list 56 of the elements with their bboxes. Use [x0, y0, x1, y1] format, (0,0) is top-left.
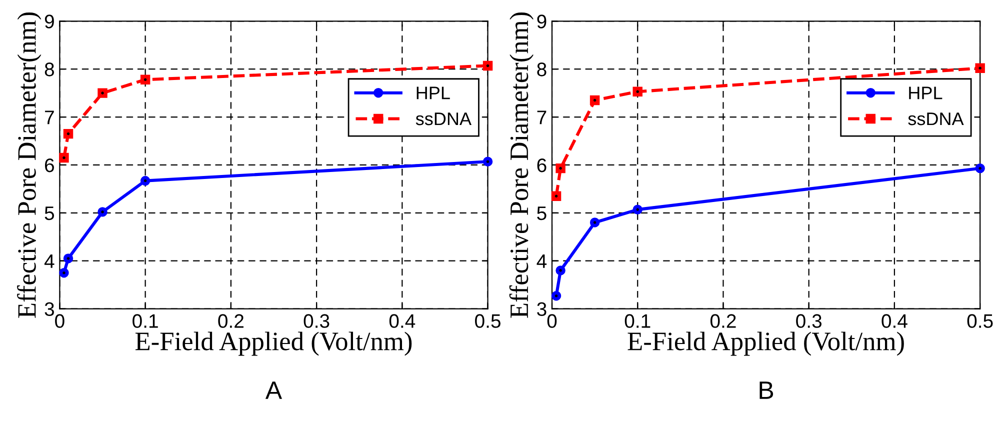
x-tick-label: 0.2	[218, 314, 244, 328]
text: A	[265, 382, 282, 399]
y-tick-label: 3	[537, 302, 546, 316]
point	[98, 207, 108, 217]
x-axis-title: E-Field Applied (Volt/nm)	[628, 332, 904, 356]
x-tick-label: 0.4	[882, 314, 908, 328]
legend-label: ssDNA	[908, 112, 964, 126]
point	[482, 156, 493, 166]
y-tick-label: 5	[537, 206, 546, 220]
point	[63, 254, 74, 264]
y-tick-label: 6	[45, 158, 54, 172]
y-tick-label: 9	[537, 14, 546, 28]
x-tick-label: 0.1	[624, 314, 650, 328]
y-tick-label: 8	[44, 62, 54, 76]
point	[556, 266, 566, 276]
y-tick-label: 7	[45, 110, 54, 124]
x-tick-label: 0.4	[389, 314, 416, 328]
x-axis-title: E-Field Applied (Volt/nm)	[135, 332, 412, 356]
point	[551, 290, 562, 301]
y-tick-label: 8	[537, 62, 546, 76]
point	[482, 60, 493, 71]
x-tick-label: 0.2	[710, 314, 736, 328]
y-tick-label: 9	[44, 14, 54, 28]
point	[556, 163, 566, 174]
point	[975, 63, 985, 73]
x-tick-label: 0.5	[967, 314, 993, 328]
y-tick-label: 4	[44, 254, 54, 268]
point	[632, 86, 642, 96]
y-tick-label: 4	[536, 254, 547, 268]
x-tick-label: 0	[55, 314, 64, 328]
point	[59, 152, 69, 163]
point	[140, 176, 150, 186]
legend-label: ssDNA	[416, 112, 472, 126]
x-tick-label: 0.1	[132, 314, 158, 328]
y-tick-label: 6	[537, 158, 546, 172]
point	[140, 74, 150, 84]
y-tick-label: 7	[537, 110, 546, 124]
y-axis-title: Effective Pore Diameter(nm)	[17, 12, 42, 318]
point	[59, 268, 69, 278]
point	[551, 191, 562, 201]
point	[975, 163, 985, 174]
x-tick-label: 0.3	[796, 314, 822, 328]
text: B	[760, 382, 774, 399]
point	[63, 128, 74, 139]
point	[632, 204, 642, 214]
x-tick-label: 0.5	[475, 314, 500, 328]
point	[590, 95, 600, 106]
legend-label: HPL	[909, 86, 942, 100]
point	[98, 88, 108, 98]
x-tick-label: 0	[547, 314, 557, 328]
x-tick-label: 0.3	[304, 314, 330, 328]
point	[590, 218, 600, 228]
y-axis-title: Effective Pore Diameter(nm)	[509, 12, 534, 318]
y-tick-label: 3	[44, 302, 54, 316]
legend-label: HPL	[416, 86, 450, 100]
y-tick-label: 5	[44, 206, 54, 220]
